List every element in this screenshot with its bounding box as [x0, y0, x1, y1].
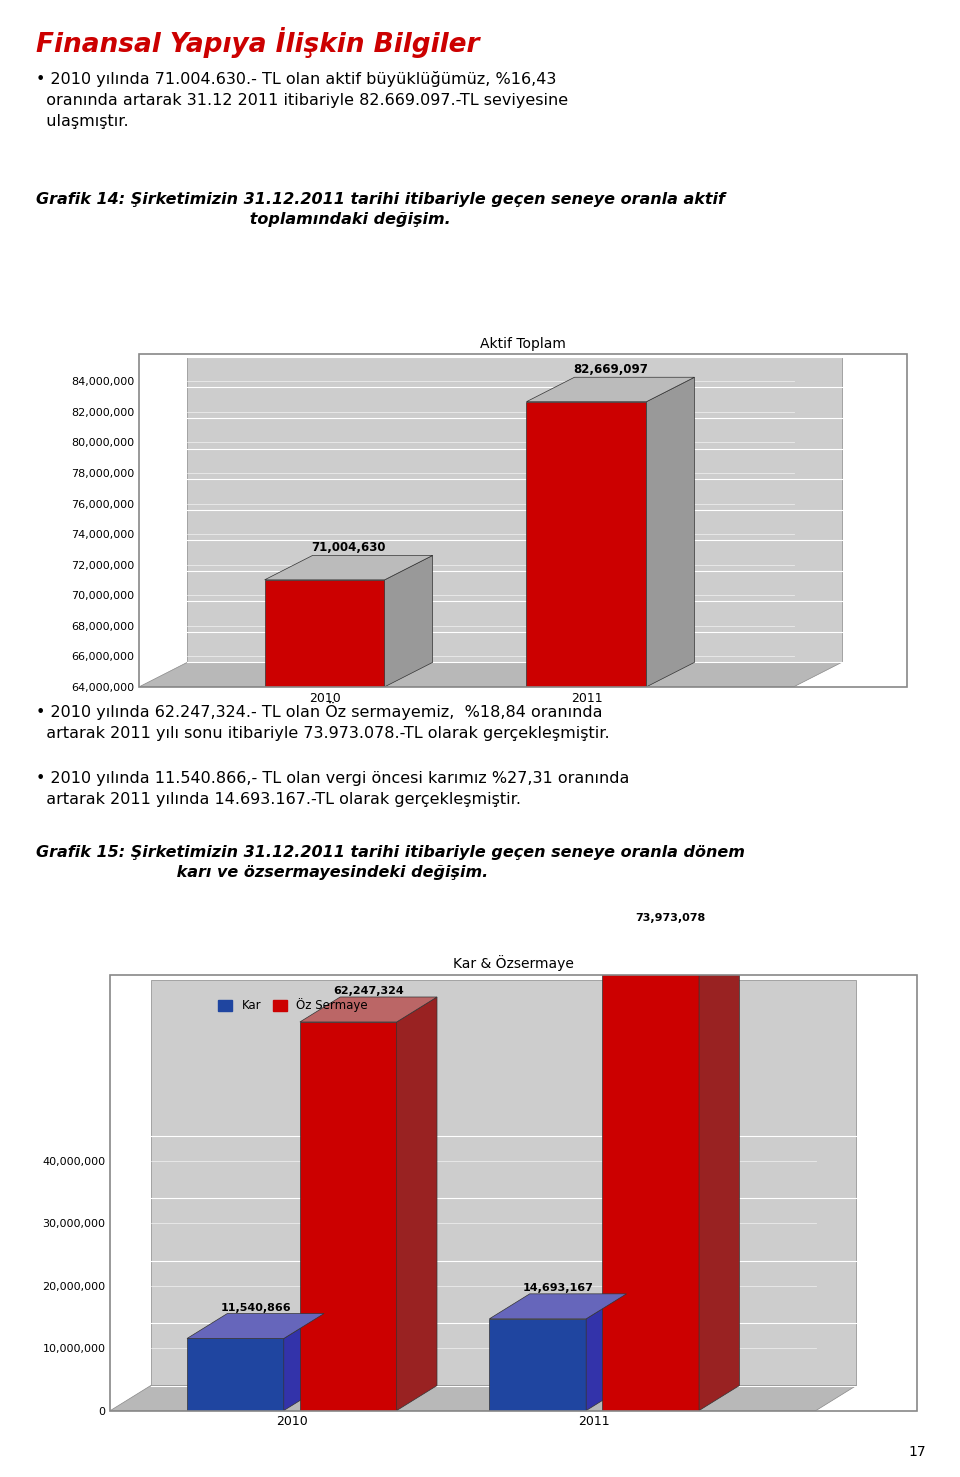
Legend: Kar, Öz Sermaye: Kar, Öz Sermaye — [213, 994, 372, 1018]
Polygon shape — [587, 1294, 627, 1411]
Polygon shape — [396, 997, 437, 1411]
Text: 62,247,324: 62,247,324 — [333, 985, 404, 995]
Text: 11,540,866: 11,540,866 — [220, 1303, 291, 1313]
Polygon shape — [300, 1022, 396, 1411]
Text: • 2010 yılında 71.004.630.- TL olan aktif büyüklüğümüz, %16,43
  oranında artara: • 2010 yılında 71.004.630.- TL olan akti… — [36, 71, 568, 128]
Text: 73,973,078: 73,973,078 — [636, 913, 706, 923]
Polygon shape — [385, 555, 433, 687]
Polygon shape — [490, 1319, 587, 1411]
Polygon shape — [602, 948, 699, 1411]
Title: Kar & Özsermaye: Kar & Özsermaye — [453, 956, 574, 970]
Polygon shape — [139, 662, 842, 687]
Polygon shape — [300, 997, 437, 1022]
Text: Finansal Yapıya İlişkin Bilgiler: Finansal Yapıya İlişkin Bilgiler — [36, 27, 480, 58]
Polygon shape — [151, 979, 856, 1385]
Text: 82,669,097: 82,669,097 — [573, 363, 648, 375]
Polygon shape — [110, 1385, 856, 1411]
Polygon shape — [187, 357, 842, 662]
Polygon shape — [187, 1338, 284, 1411]
Text: • 2010 yılında 62.247,324.- TL olan Öz sermayemiz,  %18,84 oranında
  artarak 20: • 2010 yılında 62.247,324.- TL olan Öz s… — [36, 702, 611, 740]
Polygon shape — [699, 923, 739, 1411]
Text: • 2010 yılında 11.540.866,- TL olan vergi öncesi karımız %27,31 oranında
  artar: • 2010 yılında 11.540.866,- TL olan verg… — [36, 771, 630, 806]
Text: Grafik 14: Şirketimizin 31.12.2011 tarihi itibariyle geçen seneye oranla aktif
 : Grafik 14: Şirketimizin 31.12.2011 tarih… — [36, 192, 726, 227]
Polygon shape — [187, 1313, 324, 1338]
Polygon shape — [284, 1313, 324, 1411]
Polygon shape — [526, 377, 694, 402]
Title: Aktif Toplam: Aktif Toplam — [480, 337, 566, 350]
Polygon shape — [265, 555, 433, 580]
Polygon shape — [490, 1294, 627, 1319]
Polygon shape — [646, 377, 694, 687]
Text: 71,004,630: 71,004,630 — [311, 541, 386, 554]
Text: Grafik 15: Şirketimizin 31.12.2011 tarihi itibariyle geçen seneye oranla dönem
 : Grafik 15: Şirketimizin 31.12.2011 tarih… — [36, 845, 745, 880]
Text: 14,693,167: 14,693,167 — [522, 1284, 593, 1292]
Polygon shape — [602, 923, 739, 948]
Polygon shape — [265, 580, 385, 687]
Text: 17: 17 — [909, 1446, 926, 1459]
Polygon shape — [526, 402, 646, 687]
